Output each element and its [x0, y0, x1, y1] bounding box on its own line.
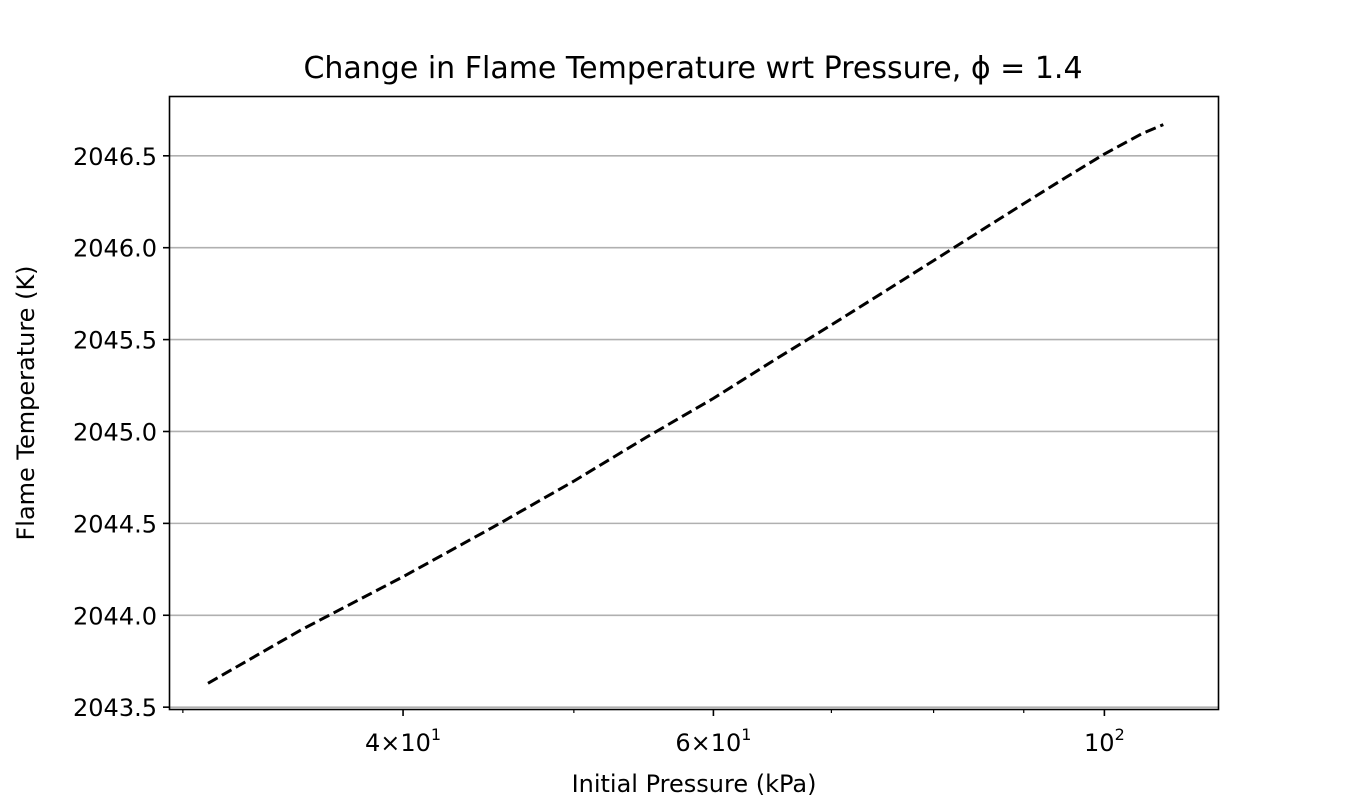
plot-frame: [168, 95, 1220, 711]
y-axis: 2043.5 2044.0 2044.5 2045.0 2045.5 2046.0 2046…: [73, 143, 170, 722]
x-tick-label: 6×101: [675, 725, 751, 757]
x-axis: 4×101 6×101 102: [182, 709, 1125, 757]
y-tick-label: 2046.5: [73, 143, 157, 171]
y-axis-label: Flame Temperature (K): [12, 265, 40, 540]
y-tick-label: 2043.5: [73, 694, 157, 722]
y-tick-label: 2046.0: [73, 235, 157, 263]
x-tick-label: 102: [1084, 725, 1125, 757]
y-tick-label: 2045.0: [73, 418, 157, 446]
x-tick-label: 4×101: [365, 725, 441, 757]
y-tick-label: 2044.5: [73, 510, 157, 538]
grid-lines: [170, 155, 1218, 708]
chart-title: Change in Flame Temperature wrt Pressure…: [303, 51, 1082, 86]
x-axis-label: Initial Pressure (kPa): [572, 770, 817, 798]
y-tick-label: 2044.0: [73, 602, 157, 630]
y-tick-label: 2045.5: [73, 327, 157, 355]
series-layer: [207, 123, 1164, 685]
series-line: [207, 123, 1164, 685]
